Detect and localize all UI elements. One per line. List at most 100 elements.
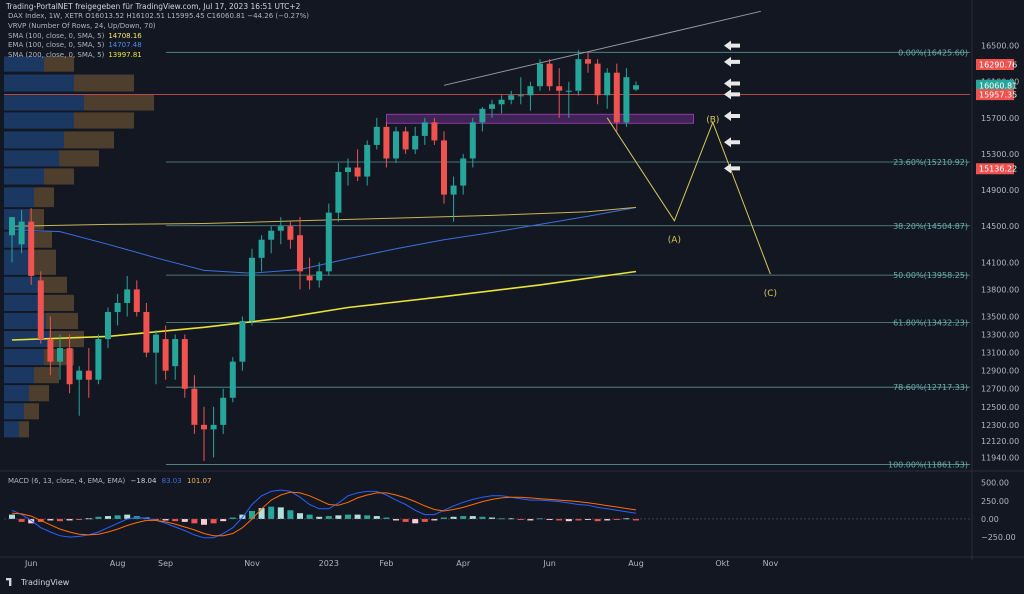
price-badge-label: 15136.22 [979,165,1017,174]
candle-body [604,72,611,96]
macd-histogram-bar [153,518,159,520]
candle-body [373,126,380,145]
macd-histogram-bar [373,516,380,519]
volume-profile-down-bar [19,421,29,438]
macd-histogram-bar [277,507,284,519]
macd-hist-value: 101.07 [186,477,212,485]
wave-label: (C) [764,289,777,299]
candle-body [162,339,169,371]
price-tick-label: 13300.00 [981,331,1019,340]
candle-body [229,361,236,398]
candle-body [114,302,121,312]
resistance-zone [385,113,695,124]
candle-body [613,72,620,123]
macd-histogram-bar [527,518,534,521]
macd-histogram-bar [210,518,217,524]
fib-level-label: 100.00%(11861.53) [888,460,968,469]
time-tick-label: Aug [628,559,644,568]
macd-tick-label: −250.00 [981,533,1016,542]
candle-body [345,167,351,173]
indicator-sma100: SMA (100, close, 0, SMA, 5) 14708.16 [8,32,142,41]
macd-histogram-bar [345,514,351,519]
volume-profile-up-bar [4,294,44,311]
volume-profile-down-bar [34,367,59,384]
candle-body [124,289,131,303]
macd-histogram-bar [441,517,447,519]
macd-histogram-bar [297,513,303,519]
macd-signal-value: 83.03 [161,477,182,485]
fib-level-label: 38.20%(14504.87) [893,222,968,231]
time-tick-label: 2023 [319,559,339,568]
volume-profile-down-bar [32,231,52,248]
candle-body [508,95,515,100]
macd-histogram-bar [517,518,524,520]
candle-body [441,140,447,195]
volume-profile-down-bar [34,187,54,208]
time-tick-label: Sep [158,559,173,568]
candle-body [18,221,25,245]
indicator-sma200: SMA (200, close, 0, SMA, 5) 13997.81 [8,51,142,60]
candle-body [172,339,179,367]
arrow-icon [724,163,740,174]
candle-body [210,424,217,430]
macd-histogram-bar [575,518,582,521]
tradingview-logo[interactable]: TradingView [6,578,69,587]
publisher-line: Trading-PortalNET freigegeben für Tradin… [6,2,301,11]
candle-body [47,339,54,362]
volume-profile-up-bar [4,312,46,330]
macd-histogram-bar [162,518,169,521]
time-tick-label: Okt [715,559,729,568]
candle-body [556,86,563,91]
fib-level-label: 61.80%(13432.23) [893,319,968,328]
candle-body [565,90,572,92]
candle-body [306,275,313,281]
macd-histogram-bar [47,518,54,521]
candle-body [460,158,467,186]
macd-value: −18.04 [130,477,157,485]
time-tick-label: Jun [24,559,38,568]
macd-histogram-bar [460,516,467,519]
price-tick-label: 12500.00 [981,403,1019,412]
candle-body [633,85,639,90]
trendline [443,10,761,86]
candle-body [181,339,188,389]
volume-profile-up-bar [4,349,44,366]
candle-body [239,321,246,362]
candle-body [479,108,486,123]
volume-profile-down-bar [44,168,74,185]
price-tick-label: 15300.00 [981,150,1019,159]
price-tick-label: 14100.00 [981,258,1019,267]
wave-label: (B) [706,116,719,126]
candle-body [412,135,419,150]
macd-histogram-bar [613,518,620,520]
time-tick-label: Aug [110,559,126,568]
candle-body [364,144,371,177]
macd-histogram-bar [124,514,131,519]
macd-histogram-bar [450,516,457,519]
macd-histogram-bar [489,517,495,519]
macd-legend: MACD (6, 13, close, 4, EMA, EMA) −18.04 … [8,477,211,485]
candle-body [268,230,275,240]
volume-profile-up-bar [4,187,34,208]
candle-body [517,95,524,97]
candle-body [95,339,102,380]
macd-tick-label: 250.00 [981,497,1009,506]
macd-histogram-bar [623,518,630,520]
candle-body [335,172,342,213]
candle-body [133,289,140,312]
arrow-icon [724,78,740,89]
macd-tick-label: 500.00 [981,479,1009,488]
candle-body [469,122,476,159]
macd-histogram-bar [565,518,572,522]
candle-body [9,217,15,236]
candle-body [546,63,553,87]
volume-profile-up-bar [4,112,74,129]
price-tick-label: 13500.00 [981,312,1019,321]
candle-body [498,99,505,105]
macd-histogram-bar [364,515,371,519]
price-tick-label: 11940.00 [981,453,1019,462]
volume-profile-down-bar [74,112,134,129]
candle-body [85,370,92,380]
price-tick-label: 14500.00 [981,222,1019,231]
